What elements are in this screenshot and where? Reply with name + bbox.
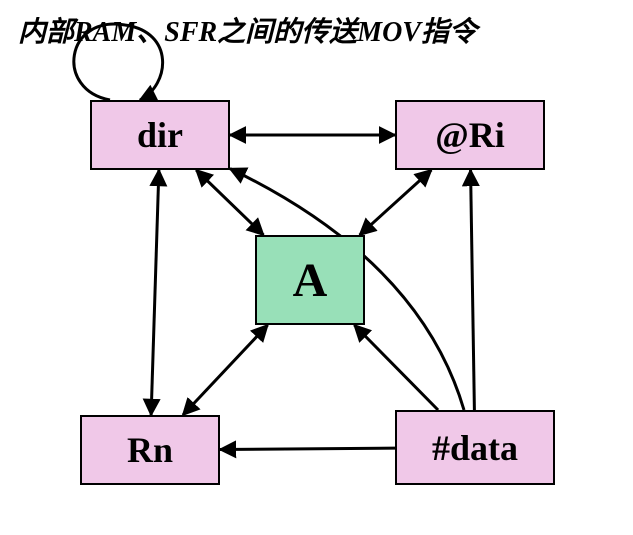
node-A: A: [255, 235, 365, 325]
edge-atRi-A: [360, 170, 432, 235]
edge-dir-Rn: [151, 170, 159, 415]
edge-Rn-A: [183, 325, 268, 415]
edge-data-A: [354, 325, 438, 410]
node-dir: dir: [90, 100, 230, 170]
edge-data-Rn: [220, 448, 395, 449]
page-title: 内部RAM、SFR之间的传送MOV指令: [18, 10, 477, 50]
edge-dir-A: [196, 170, 263, 235]
edge-data-atRi: [471, 170, 475, 410]
node-Rn: Rn: [80, 415, 220, 485]
node-data: #data: [395, 410, 555, 485]
node-atRi: @Ri: [395, 100, 545, 170]
